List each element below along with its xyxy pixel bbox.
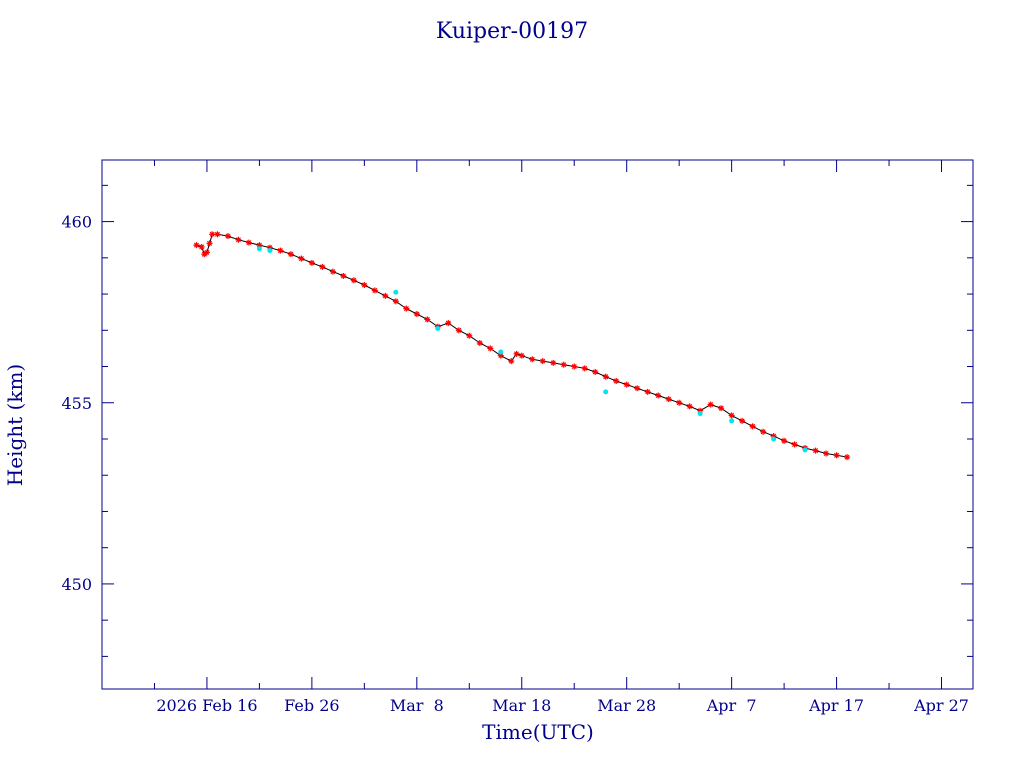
data-point — [498, 349, 504, 355]
data-point — [707, 401, 714, 408]
data-point — [518, 352, 525, 359]
data-point — [749, 423, 756, 430]
data-point — [256, 242, 263, 249]
y-tick-label: 455 — [61, 394, 92, 413]
plot-frame — [101, 159, 974, 690]
data-point — [497, 352, 504, 359]
axis-tick-labels: 2026 Feb 16 Feb 26 Mar 8 Mar 18 Mar 28 Apr 7 A… — [61, 213, 969, 715]
data-point — [298, 255, 305, 262]
data-point — [791, 441, 798, 448]
data-point — [435, 325, 441, 331]
axis-ticks — [102, 160, 973, 689]
data-point — [823, 450, 830, 457]
data-point — [455, 327, 462, 334]
data-point — [209, 231, 216, 238]
data-point — [781, 437, 788, 444]
data-point — [560, 361, 567, 368]
data-point — [739, 417, 746, 424]
data-point — [308, 259, 315, 266]
data-point — [760, 428, 767, 435]
data-point — [833, 452, 840, 459]
data-point — [550, 359, 557, 366]
data-point — [613, 378, 620, 385]
data-point — [676, 399, 683, 406]
x-tick-label: Mar 28 — [597, 696, 656, 715]
data-point — [487, 345, 494, 352]
x-tick-label: Apr 27 — [913, 696, 969, 715]
data-point — [602, 373, 609, 380]
series-line — [196, 233, 848, 458]
data-point — [581, 365, 588, 372]
data-point — [245, 239, 252, 246]
data-point — [198, 243, 205, 250]
data-point — [718, 405, 725, 412]
x-tick-label: Mar 18 — [492, 696, 551, 715]
data-point — [361, 282, 368, 289]
data-point — [203, 249, 210, 256]
data-point — [686, 403, 693, 410]
x-tick-label: Feb 26 — [284, 696, 339, 715]
data-point — [413, 310, 420, 317]
data-point — [424, 316, 431, 323]
data-point — [771, 436, 777, 442]
data-point — [393, 289, 399, 295]
data-point — [371, 287, 378, 294]
data-point — [287, 251, 294, 258]
data-point — [382, 292, 389, 299]
data-point — [476, 339, 483, 346]
data-point — [539, 358, 546, 365]
data-point — [319, 263, 326, 270]
data-point — [571, 363, 578, 370]
data-point — [256, 246, 262, 252]
data-point — [592, 368, 599, 375]
data-point — [623, 381, 630, 388]
data-point — [513, 350, 520, 357]
data-point — [350, 277, 357, 284]
data-point — [802, 447, 808, 453]
data-point — [206, 240, 213, 247]
data-point — [644, 388, 651, 395]
data-point — [277, 247, 284, 254]
data-point — [603, 389, 609, 395]
data-point — [267, 248, 273, 254]
data-point — [812, 447, 819, 454]
y-axis-label: Height (km) — [3, 364, 27, 486]
series-path — [196, 233, 848, 458]
data-point — [329, 268, 336, 275]
data-point — [235, 236, 242, 243]
data-point — [466, 332, 473, 339]
data-point — [214, 231, 221, 238]
y-tick-label: 460 — [61, 213, 92, 232]
data-point — [728, 412, 735, 419]
chart-title: Kuiper-00197 — [436, 19, 588, 44]
data-point — [697, 411, 703, 417]
y-tick-label: 450 — [61, 575, 92, 594]
data-point — [508, 358, 515, 365]
x-tick-label: Apr 7 — [706, 696, 757, 715]
data-point — [529, 356, 536, 363]
data-point — [392, 298, 399, 305]
data-point — [403, 305, 410, 312]
data-point — [340, 272, 347, 279]
data-point — [634, 385, 641, 392]
x-tick-label: 2026 Feb 16 — [156, 696, 257, 715]
x-tick-label: Mar 8 — [390, 696, 444, 715]
data-point — [224, 233, 231, 240]
data-point — [665, 396, 672, 403]
data-point — [193, 242, 200, 249]
x-tick-label: Apr 17 — [808, 696, 864, 715]
data-point — [655, 392, 662, 399]
data-points — [193, 231, 851, 461]
x-axis-label: Time(UTC) — [482, 720, 594, 744]
data-point — [445, 320, 452, 327]
data-point — [844, 454, 851, 461]
data-point — [729, 418, 735, 424]
